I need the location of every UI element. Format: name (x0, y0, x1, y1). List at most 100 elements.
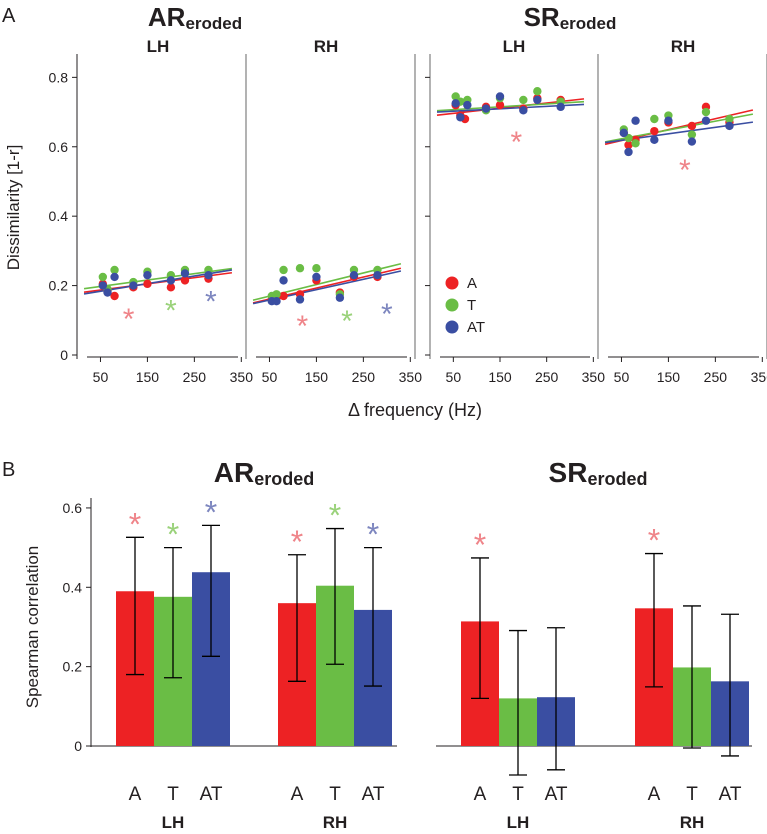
point-at (166, 276, 176, 285)
category-label: A (129, 784, 142, 805)
sr-title-b: SReroded (549, 457, 648, 489)
hemisphere-label: RH (323, 813, 348, 832)
category-label: AT (362, 784, 385, 805)
point-a (279, 291, 288, 301)
category-label: AT (200, 784, 223, 805)
point-a (180, 276, 190, 285)
point-a (495, 100, 505, 110)
ar-title-b-sub: eroded (254, 469, 314, 489)
panel-letter-a: A (2, 5, 16, 27)
y-tick-label: 0.2 (63, 659, 83, 675)
point-t (533, 87, 542, 96)
significance-star-at: * (381, 298, 393, 331)
point-at (335, 293, 345, 302)
point-at (129, 281, 138, 290)
hemisphere-label: RH (680, 813, 705, 832)
significance-star-a: * (296, 310, 308, 343)
point-t (98, 272, 108, 282)
scatter-subplot-sr-rh: RH 50 150 250 350 * (604, 37, 767, 385)
point-at (687, 137, 697, 146)
point-at (103, 288, 112, 297)
sr-title-a-main: SR (524, 2, 560, 32)
x-tick-label: 150 (657, 369, 681, 385)
bar-group-ar-lh: * A * T * AT LH (116, 494, 230, 832)
point-at (556, 102, 565, 112)
category-label: A (648, 784, 661, 805)
point-t (272, 290, 281, 299)
point-a (650, 126, 659, 136)
ar-title-a-main: AR (148, 2, 186, 32)
y-tick-label: 0.6 (49, 139, 69, 155)
point-at (204, 270, 213, 280)
point-at (519, 106, 528, 115)
point-a (624, 140, 633, 150)
significance-star-a: * (291, 524, 303, 560)
y-tick-label: 0 (74, 738, 82, 754)
x-tick-label: 150 (488, 369, 512, 385)
point-t (725, 114, 734, 124)
ar-title-a-sub: eroded (185, 14, 242, 33)
point-at (650, 135, 659, 145)
x-tick-label: 150 (305, 369, 329, 385)
legend-marker-t (445, 298, 459, 312)
x-tick-label: 350 (582, 369, 606, 385)
point-a (110, 291, 119, 301)
point-at (98, 281, 108, 290)
y-tick-label: 0.8 (49, 69, 69, 85)
point-at (725, 121, 734, 131)
point-at (701, 116, 711, 125)
point-at (180, 269, 190, 278)
x-tick-label: 350 (230, 369, 254, 385)
hemisphere-label: LH (503, 37, 526, 56)
sr-title-b-main: SR (549, 457, 588, 488)
category-label: T (329, 784, 341, 805)
point-at (279, 276, 288, 285)
x-axis-label: Δ frequency (Hz) (348, 400, 482, 420)
scatter-subplot-ar-rh: RH 50 150 250 350 * * * (252, 37, 422, 385)
point-at (495, 92, 505, 101)
ar-title-b: AReroded (214, 457, 314, 489)
significance-star-t: * (329, 498, 341, 534)
point-at (463, 100, 472, 110)
category-label: T (686, 784, 698, 805)
point-t (650, 114, 659, 124)
x-tick-label: 50 (446, 369, 462, 385)
y-tick-label: 0 (60, 347, 68, 363)
hemisphere-label: RH (314, 37, 339, 56)
legend-label-at: AT (467, 319, 485, 336)
point-at (456, 113, 465, 122)
point-t (279, 265, 288, 275)
x-tick-label: 250 (183, 369, 207, 385)
significance-star-t: * (167, 517, 179, 553)
point-at (533, 95, 542, 105)
legend-label-a: A (467, 275, 477, 292)
point-a (166, 283, 176, 292)
hemisphere-label: LH (147, 37, 170, 56)
category-label: AT (719, 784, 742, 805)
point-at (624, 147, 633, 157)
ar-title-a: AReroded (148, 2, 242, 33)
category-label: T (512, 784, 524, 805)
sr-title-a-sub: eroded (560, 14, 617, 33)
panel-a-scatter: LH 50 150 250 350 0 0.2 0.4 0.6 0.8 * * * RH 50 150 250 3… (4, 37, 767, 420)
significance-star-a: * (129, 506, 141, 542)
point-at (143, 270, 152, 280)
x-tick-label: 50 (614, 369, 630, 385)
point-a (687, 121, 697, 131)
significance-star-at: * (205, 494, 217, 530)
point-at (110, 272, 119, 282)
scatter-subplot-ar-lh: LH 50 150 250 350 0 0.2 0.4 0.6 0.8 * * * (49, 37, 254, 385)
x-tick-label: 50 (262, 369, 278, 385)
point-at (481, 104, 491, 113)
significance-star-a: * (648, 523, 660, 559)
y-tick-label: 0.2 (49, 278, 69, 294)
y-tick-label: 0.4 (63, 579, 83, 595)
point-t (701, 107, 711, 117)
category-label: T (167, 784, 179, 805)
y-tick-label: 0.4 (49, 208, 69, 224)
significance-star-a: * (474, 527, 486, 563)
point-at (312, 272, 321, 282)
